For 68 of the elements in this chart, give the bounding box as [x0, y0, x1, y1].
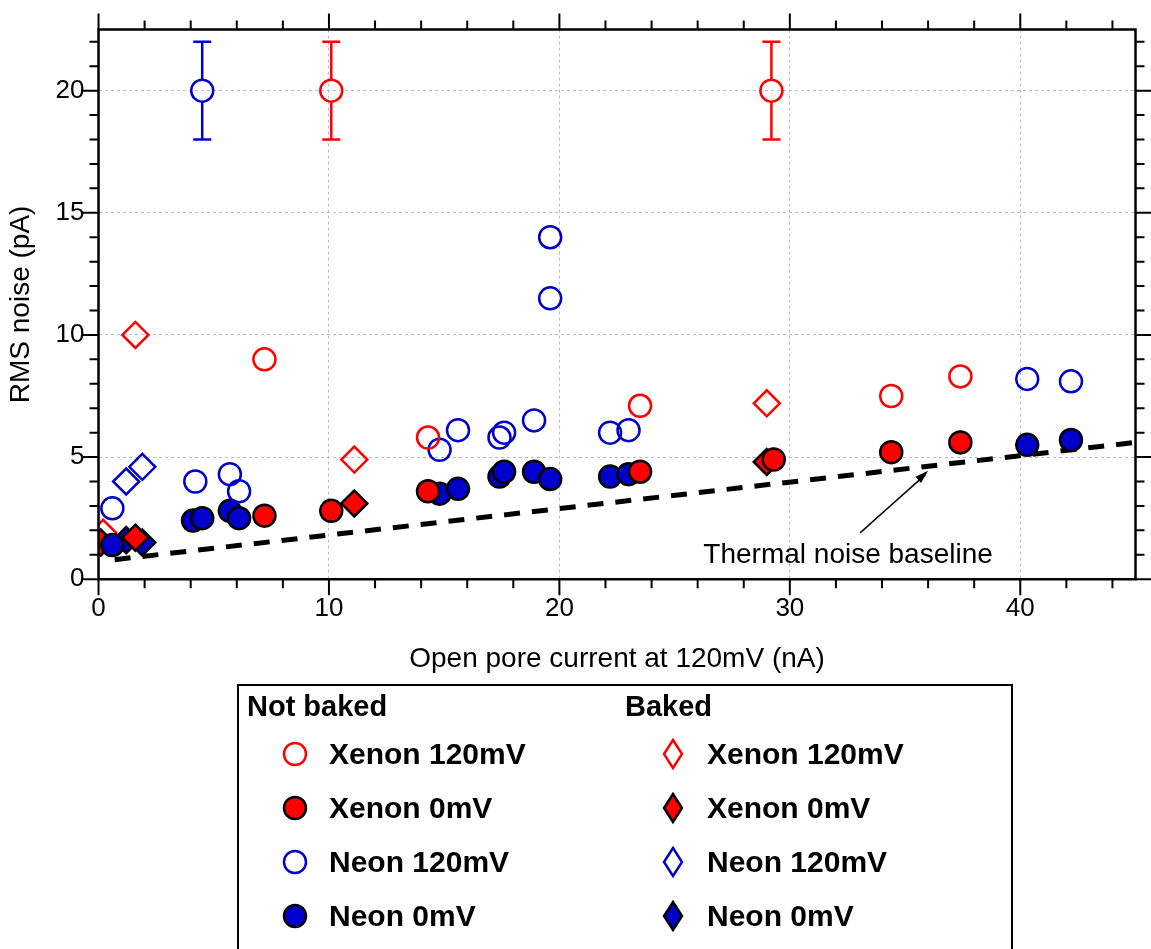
text: Baked [625, 690, 714, 723]
point [415, 425, 441, 450]
point [1058, 369, 1084, 394]
point [189, 78, 215, 103]
point [491, 459, 517, 484]
x-tick-label: 0 [91, 591, 106, 622]
point [121, 320, 150, 350]
point [1014, 432, 1040, 458]
legend-label: Neon 120mV [329, 845, 510, 879]
point [537, 224, 563, 250]
y-tick-label: 20 [55, 73, 85, 104]
point [445, 417, 471, 443]
point [189, 505, 215, 531]
point [878, 383, 904, 409]
point [111, 467, 141, 496]
point [252, 503, 277, 528]
y-tick-label: 10 [55, 318, 85, 349]
legend-label: Xenon 120mV [329, 737, 526, 771]
point [537, 466, 563, 492]
point [1058, 427, 1084, 453]
point [121, 523, 150, 552]
point [761, 447, 786, 472]
point [445, 476, 471, 502]
point [319, 498, 344, 524]
legend-label: Xenon 0mV [329, 791, 493, 825]
y-tick-label: 5 [70, 440, 85, 471]
y-tick-label: 15 [55, 195, 85, 226]
x-axis-title: Open pore current at 120mV (nA) [409, 641, 825, 673]
y-tick-label: 0 [70, 562, 85, 593]
point [226, 505, 252, 531]
x-tick-label: 30 [775, 591, 805, 622]
point [319, 78, 344, 103]
point [100, 496, 125, 521]
point [415, 479, 441, 504]
point [759, 78, 784, 103]
point [627, 393, 653, 419]
legend-label: Neon 120mV [707, 845, 888, 879]
point [752, 389, 782, 418]
point [226, 479, 252, 504]
legend-label: Xenon 120mV [707, 737, 904, 771]
point [537, 286, 563, 311]
point [252, 347, 277, 372]
point [616, 417, 641, 443]
point [597, 420, 623, 445]
annotation: Thermal noise baseline [703, 537, 993, 569]
legend-label: Neon 0mV [329, 899, 476, 933]
point [183, 469, 208, 494]
point [100, 532, 125, 558]
point [340, 489, 369, 518]
point [491, 420, 517, 445]
point [948, 364, 973, 389]
legend-label: Neon 0mV [707, 899, 854, 933]
point [521, 408, 547, 433]
x-tick-label: 40 [1005, 591, 1035, 622]
point [340, 445, 369, 474]
point [627, 459, 653, 484]
point [128, 452, 157, 482]
point [1014, 366, 1040, 392]
x-tick-label: 20 [544, 591, 574, 622]
point [487, 425, 512, 450]
legend-label: Xenon 0mV [707, 791, 871, 825]
y-axis-title: RMS noise (pA) [3, 205, 35, 404]
text: Not baked [247, 690, 389, 723]
point [878, 439, 904, 465]
point [948, 430, 973, 455]
point [427, 437, 452, 462]
point [217, 461, 243, 487]
x-tick-label: 10 [314, 591, 344, 622]
